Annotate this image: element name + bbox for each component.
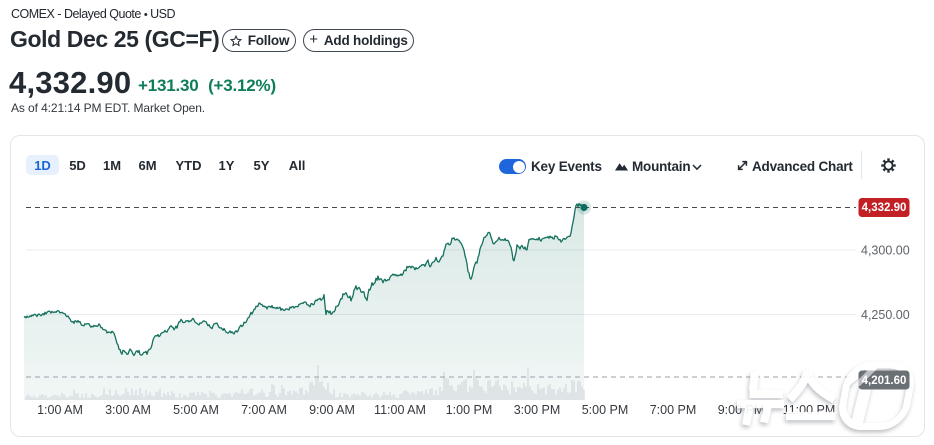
svg-text:3:00 PM: 3:00 PM — [514, 403, 561, 417]
svg-text:3:00 AM: 3:00 AM — [105, 403, 151, 417]
svg-text:4,332.90: 4,332.90 — [862, 202, 907, 214]
svg-text:5:00 PM: 5:00 PM — [582, 403, 629, 417]
svg-text:4,250.00: 4,250.00 — [861, 308, 910, 322]
svg-text:1:00 AM: 1:00 AM — [37, 403, 83, 417]
svg-text:7:00 AM: 7:00 AM — [241, 403, 287, 417]
svg-text:7:00 PM: 7:00 PM — [650, 403, 697, 417]
svg-text:4,201.60: 4,201.60 — [862, 375, 907, 387]
svg-text:11:00 AM: 11:00 AM — [374, 403, 426, 417]
svg-text:5:00 AM: 5:00 AM — [173, 403, 219, 417]
svg-text:4,300.00: 4,300.00 — [861, 244, 910, 258]
svg-text:9:00 AM: 9:00 AM — [309, 403, 355, 417]
svg-text:1:00 PM: 1:00 PM — [446, 403, 493, 417]
